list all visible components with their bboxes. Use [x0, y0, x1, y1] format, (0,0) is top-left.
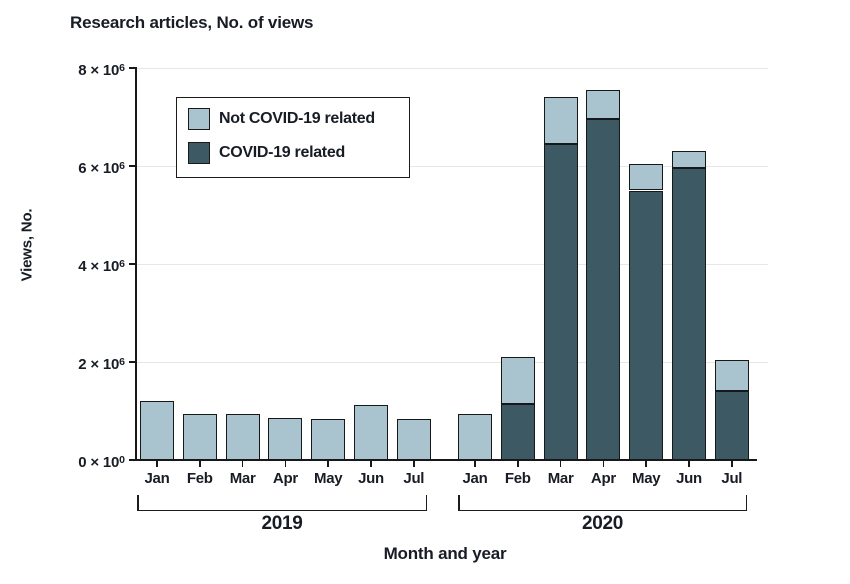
bar-2020-feb-covid — [500, 403, 535, 460]
bar-2020-mar-covid — [543, 143, 578, 460]
x-tick-mark — [327, 460, 329, 467]
bar-2020-jul-covid — [714, 391, 749, 460]
bar-2020-feb-not-covid — [500, 357, 535, 404]
bar-2019-feb-not-covid — [182, 414, 217, 460]
bar-2020-may-not-covid — [629, 163, 664, 191]
y-tick-label: 6 × 106 — [78, 160, 125, 177]
x-tick-label-2020-mar: Mar — [547, 470, 574, 487]
y-tick-mark — [129, 263, 136, 265]
x-tick-label-2019-feb: Feb — [186, 470, 213, 487]
bar-2019-jul-not-covid — [396, 419, 431, 460]
bar-2020-jun-not-covid — [672, 151, 706, 169]
y-tick-label: 4 × 106 — [78, 258, 125, 275]
year-bracket-2019-left-end — [137, 495, 139, 511]
x-tick-mark — [517, 460, 519, 467]
gridline-2 — [136, 361, 768, 363]
y-tick-label: 0 × 100 — [78, 454, 125, 471]
bar-2019-apr-not-covid — [268, 418, 303, 460]
bar-2019-jan-not-covid — [140, 401, 174, 460]
year-bracket-2020 — [458, 509, 747, 511]
bar-2020-may-covid — [629, 190, 664, 460]
year-label-2020: 2020 — [581, 513, 624, 534]
legend-label-covid: COVID-19 related — [219, 144, 345, 161]
x-tick-label-2020-jan: Jan — [462, 470, 488, 487]
x-tick-mark — [645, 460, 647, 467]
legend: Not COVID-19 related COVID-19 related — [176, 97, 410, 178]
y-axis-line — [135, 67, 137, 461]
bar-2019-may-not-covid — [311, 419, 346, 460]
x-tick-label-2019-jan: Jan — [144, 470, 170, 487]
year-bracket-2020-right-end — [745, 495, 747, 511]
legend-item-covid: COVID-19 related — [188, 142, 345, 164]
x-tick-label-2020-may: May — [632, 470, 661, 487]
year-bracket-2019-right-end — [425, 495, 427, 511]
x-axis-line — [135, 459, 757, 461]
bar-2019-jun-not-covid — [354, 405, 388, 460]
legend-swatch-not-covid-icon — [188, 108, 210, 130]
x-tick-label-2019-mar: Mar — [229, 470, 256, 487]
x-tick-mark — [241, 460, 244, 467]
year-bracket-2020-left-end — [458, 495, 460, 511]
y-axis-title: Views, No. — [18, 208, 36, 282]
x-tick-mark — [559, 460, 562, 467]
y-tick-mark — [129, 459, 136, 461]
x-tick-label-2019-jun: Jun — [358, 470, 384, 487]
x-tick-mark — [199, 460, 201, 467]
y-tick-label: 8 × 106 — [78, 62, 125, 79]
x-tick-label-2020-apr: Apr — [590, 470, 616, 487]
x-tick-mark — [284, 460, 287, 467]
bar-2020-apr-covid — [586, 119, 621, 460]
legend-label-not-covid: Not COVID-19 related — [219, 110, 375, 127]
y-tick-mark — [129, 67, 136, 69]
x-tick-mark — [602, 460, 605, 467]
x-tick-label-2019-jul: Jul — [403, 470, 425, 487]
x-tick-mark — [370, 460, 372, 467]
legend-item-not-covid: Not COVID-19 related — [188, 108, 375, 130]
x-tick-label-2020-feb: Feb — [504, 470, 531, 487]
x-tick-mark — [731, 460, 733, 467]
bar-2020-apr-not-covid — [586, 90, 621, 120]
x-tick-mark — [413, 460, 415, 467]
x-tick-label-2020-jul: Jul — [721, 470, 743, 487]
x-tick-label-2019-apr: Apr — [272, 470, 298, 487]
bar-2020-jan-not-covid — [458, 414, 492, 460]
gridline-4 — [136, 263, 768, 265]
year-label-2019: 2019 — [261, 513, 303, 534]
y-tick-mark — [129, 165, 136, 167]
bar-2020-jun-covid — [672, 168, 706, 460]
y-tick-label: 2 × 106 — [78, 356, 125, 373]
x-tick-label-2019-may: May — [314, 470, 343, 487]
bar-2020-mar-not-covid — [543, 97, 578, 144]
gridline-6 — [136, 165, 768, 167]
x-tick-label-2020-jun: Jun — [676, 470, 702, 487]
gridline-8 — [136, 67, 768, 69]
legend-swatch-covid-icon — [188, 142, 210, 164]
year-bracket-2019 — [137, 509, 427, 511]
chart-title: Research articles, No. of views — [70, 13, 314, 32]
bar-2020-jul-not-covid — [714, 359, 749, 392]
x-axis-title: Month and year — [383, 544, 507, 563]
x-tick-mark — [474, 460, 476, 467]
x-tick-mark — [688, 460, 690, 467]
x-tick-mark — [156, 460, 158, 467]
y-tick-mark — [129, 361, 136, 363]
bar-2019-mar-not-covid — [225, 414, 260, 460]
